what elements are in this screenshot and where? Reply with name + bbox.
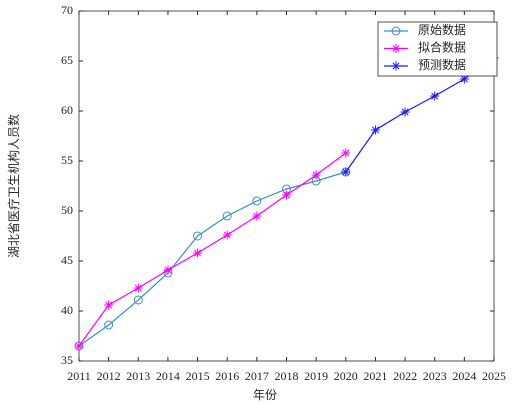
- y-tick-label: 45: [61, 253, 73, 267]
- data-point: [282, 190, 291, 200]
- data-point: [400, 107, 410, 117]
- y-axis-label: 湖北省医疗卫生机构人员数: [6, 114, 21, 258]
- legend-label: 拟合数据: [418, 39, 466, 54]
- data-point: [252, 196, 262, 206]
- x-tick-label: 2024: [452, 369, 476, 383]
- y-tick-label: 65: [61, 53, 73, 67]
- x-axis-label: 年份: [253, 388, 277, 402]
- x-tick-label: 2019: [304, 369, 328, 383]
- y-tick-label: 55: [61, 153, 73, 167]
- y-tick-label: 70: [61, 3, 73, 17]
- data-point: [163, 265, 173, 275]
- x-tick-label: 2021: [363, 369, 387, 383]
- x-tick-label: 2017: [245, 369, 269, 383]
- y-tick-label: 35: [61, 353, 73, 367]
- x-tick-label: 2025: [482, 369, 506, 383]
- x-tick-label: 2022: [393, 369, 417, 383]
- data-point: [104, 320, 114, 330]
- data-point: [193, 248, 203, 258]
- data-point: [430, 91, 440, 101]
- x-tick-label: 2018: [275, 369, 299, 383]
- x-tick-label: 2011: [67, 369, 91, 383]
- data-point: [370, 125, 380, 135]
- y-tick-label: 60: [61, 103, 73, 117]
- x-tick-label: 2015: [186, 369, 210, 383]
- series-line: [78, 152, 347, 347]
- data-point: [193, 231, 203, 241]
- data-point: [104, 300, 114, 310]
- legend-marker: [391, 26, 401, 36]
- data-point: [311, 170, 321, 180]
- x-tick-label: 2023: [423, 369, 447, 383]
- data-point: [341, 167, 351, 177]
- data-point: [341, 148, 351, 158]
- x-tick-label: 2014: [156, 369, 180, 383]
- legend-marker: [391, 44, 401, 53]
- legend-label: 预测数据: [418, 57, 466, 72]
- x-tick-label: 2016: [215, 369, 239, 383]
- data-point: [133, 295, 143, 305]
- data-point: [133, 283, 143, 293]
- data-point: [222, 211, 232, 221]
- y-tick-label: 50: [61, 203, 73, 217]
- legend-marker: [391, 61, 401, 71]
- data-point: [252, 211, 262, 221]
- y-tick-label: 40: [61, 303, 73, 317]
- x-tick-label: 2013: [126, 369, 150, 383]
- x-tick-label: 2020: [334, 369, 358, 383]
- data-point: [74, 341, 84, 351]
- data-point: [459, 74, 469, 84]
- x-tick-label: 2012: [97, 369, 121, 383]
- legend-label: 原始数据: [418, 22, 466, 37]
- data-point: [222, 230, 232, 240]
